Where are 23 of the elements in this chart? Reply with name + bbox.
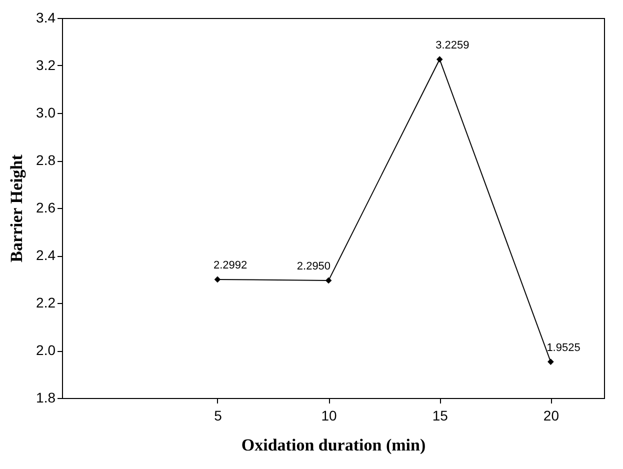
data-label: 2.2992 — [213, 259, 248, 272]
x-tick-label: 10 — [321, 408, 338, 424]
point — [436, 56, 443, 63]
y-tick-label: 2.2 — [36, 294, 56, 310]
data-label: 2.2950 — [296, 260, 331, 272]
y-tick-label: 2.4 — [36, 247, 56, 263]
y-tick-label: 2.6 — [36, 200, 56, 216]
y-tick-label: 2.0 — [36, 342, 56, 358]
y-tick-label: 3.2 — [36, 57, 56, 73]
x-tick-label: 5 — [214, 408, 222, 424]
y-axis-title: Barrier Height — [7, 154, 26, 262]
x-tick-label: 20 — [543, 408, 560, 424]
data-label: 1.9525 — [546, 342, 580, 354]
point — [325, 277, 332, 284]
y-tick-label: 3.0 — [36, 104, 56, 120]
x-axis-title: Oxidation duration (min) — [241, 436, 426, 454]
y-tick-label: 1.8 — [36, 390, 56, 406]
point — [548, 358, 554, 365]
data-label: 3.2259 — [436, 39, 470, 52]
point — [214, 276, 221, 283]
y-tick-label: 3.4 — [36, 10, 56, 26]
y-tick-label: 2.8 — [36, 152, 56, 168]
x-tick-label: 15 — [432, 408, 448, 424]
